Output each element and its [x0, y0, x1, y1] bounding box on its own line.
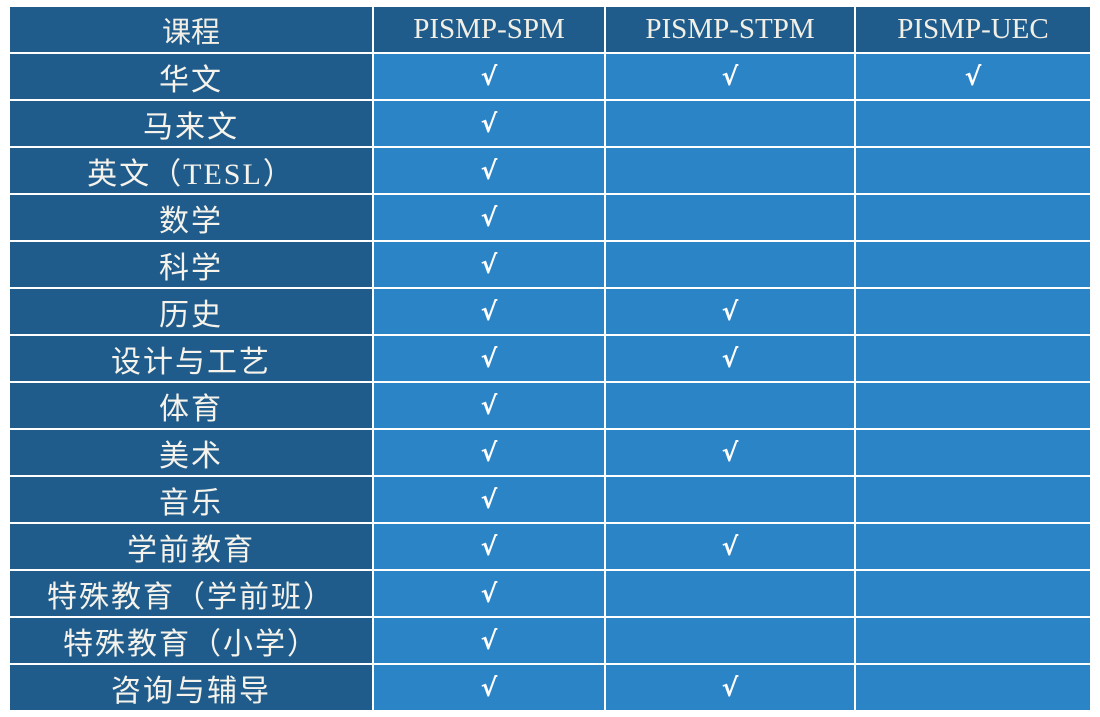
empty-cell-pismp-uec	[854, 569, 1092, 618]
table-row: 音乐 √	[8, 475, 1092, 524]
empty-cell-pismp-uec	[854, 616, 1092, 665]
checkmark-cell-pismp-stpm: √	[604, 663, 856, 712]
course-name-cell: 马来文	[8, 99, 374, 148]
column-header-pismp-spm: PISMP-SPM	[372, 5, 606, 54]
checkmark-cell-pismp-spm: √	[372, 428, 606, 477]
table-row: 马来文 √	[8, 99, 1092, 148]
table-body: 华文 √ √ √ 马来文 √ 英文（TESL） √ 数学 √ 科学 √ 历史 √ √ 设计与工艺 √ √ 体育 √ 美术…	[8, 52, 1092, 712]
checkmark-cell-pismp-spm: √	[372, 663, 606, 712]
empty-cell-pismp-stpm	[604, 381, 856, 430]
checkmark-cell-pismp-spm: √	[372, 522, 606, 571]
table-row: 特殊教育（小学） √	[8, 616, 1092, 665]
column-header-pismp-uec: PISMP-UEC	[854, 5, 1092, 54]
course-name-cell: 音乐	[8, 475, 374, 524]
column-header-pismp-stpm: PISMP-STPM	[604, 5, 856, 54]
course-name-cell: 英文（TESL）	[8, 146, 374, 195]
empty-cell-pismp-uec	[854, 287, 1092, 336]
checkmark-cell-pismp-stpm: √	[604, 287, 856, 336]
empty-cell-pismp-stpm	[604, 240, 856, 289]
empty-cell-pismp-stpm	[604, 193, 856, 242]
empty-cell-pismp-uec	[854, 663, 1092, 712]
empty-cell-pismp-stpm	[604, 475, 856, 524]
course-name-cell: 数学	[8, 193, 374, 242]
course-name-cell: 特殊教育（学前班）	[8, 569, 374, 618]
empty-cell-pismp-stpm	[604, 616, 856, 665]
checkmark-cell-pismp-spm: √	[372, 334, 606, 383]
table-row: 英文（TESL） √	[8, 146, 1092, 195]
table-row: 特殊教育（学前班） √	[8, 569, 1092, 618]
checkmark-cell-pismp-spm: √	[372, 381, 606, 430]
course-name-cell: 学前教育	[8, 522, 374, 571]
course-name-cell: 设计与工艺	[8, 334, 374, 383]
empty-cell-pismp-uec	[854, 381, 1092, 430]
column-header-course: 课程	[8, 5, 374, 54]
table-row: 设计与工艺 √ √	[8, 334, 1092, 383]
checkmark-cell-pismp-stpm: √	[604, 428, 856, 477]
checkmark-cell-pismp-stpm: √	[604, 522, 856, 571]
empty-cell-pismp-uec	[854, 334, 1092, 383]
table-row: 数学 √	[8, 193, 1092, 242]
checkmark-cell-pismp-spm: √	[372, 193, 606, 242]
table-row: 体育 √	[8, 381, 1092, 430]
course-name-cell: 历史	[8, 287, 374, 336]
checkmark-cell-pismp-uec: √	[854, 52, 1092, 101]
empty-cell-pismp-uec	[854, 475, 1092, 524]
checkmark-cell-pismp-spm: √	[372, 99, 606, 148]
empty-cell-pismp-stpm	[604, 146, 856, 195]
empty-cell-pismp-uec	[854, 99, 1092, 148]
checkmark-cell-pismp-spm: √	[372, 616, 606, 665]
empty-cell-pismp-stpm	[604, 569, 856, 618]
table-row: 科学 √	[8, 240, 1092, 289]
checkmark-cell-pismp-spm: √	[372, 475, 606, 524]
course-availability-table: 课程 PISMP-SPM PISMP-STPM PISMP-UEC 华文 √ √ √ 马…	[8, 5, 1092, 712]
table-row: 美术 √ √	[8, 428, 1092, 477]
course-name-cell: 科学	[8, 240, 374, 289]
empty-cell-pismp-uec	[854, 193, 1092, 242]
course-name-cell: 体育	[8, 381, 374, 430]
checkmark-cell-pismp-spm: √	[372, 146, 606, 195]
checkmark-cell-pismp-spm: √	[372, 287, 606, 336]
empty-cell-pismp-stpm	[604, 99, 856, 148]
checkmark-cell-pismp-stpm: √	[604, 52, 856, 101]
checkmark-cell-pismp-stpm: √	[604, 334, 856, 383]
checkmark-cell-pismp-spm: √	[372, 52, 606, 101]
empty-cell-pismp-uec	[854, 522, 1092, 571]
course-name-cell: 美术	[8, 428, 374, 477]
checkmark-cell-pismp-spm: √	[372, 569, 606, 618]
header-row: 课程 PISMP-SPM PISMP-STPM PISMP-UEC	[8, 5, 1092, 54]
table-row: 历史 √ √	[8, 287, 1092, 336]
table-row: 咨询与辅导 √ √	[8, 663, 1092, 712]
empty-cell-pismp-uec	[854, 428, 1092, 477]
course-name-cell: 特殊教育（小学）	[8, 616, 374, 665]
course-name-cell: 咨询与辅导	[8, 663, 374, 712]
table-row: 学前教育 √ √	[8, 522, 1092, 571]
course-name-cell: 华文	[8, 52, 374, 101]
table-row: 华文 √ √ √	[8, 52, 1092, 101]
empty-cell-pismp-uec	[854, 240, 1092, 289]
checkmark-cell-pismp-spm: √	[372, 240, 606, 289]
empty-cell-pismp-uec	[854, 146, 1092, 195]
